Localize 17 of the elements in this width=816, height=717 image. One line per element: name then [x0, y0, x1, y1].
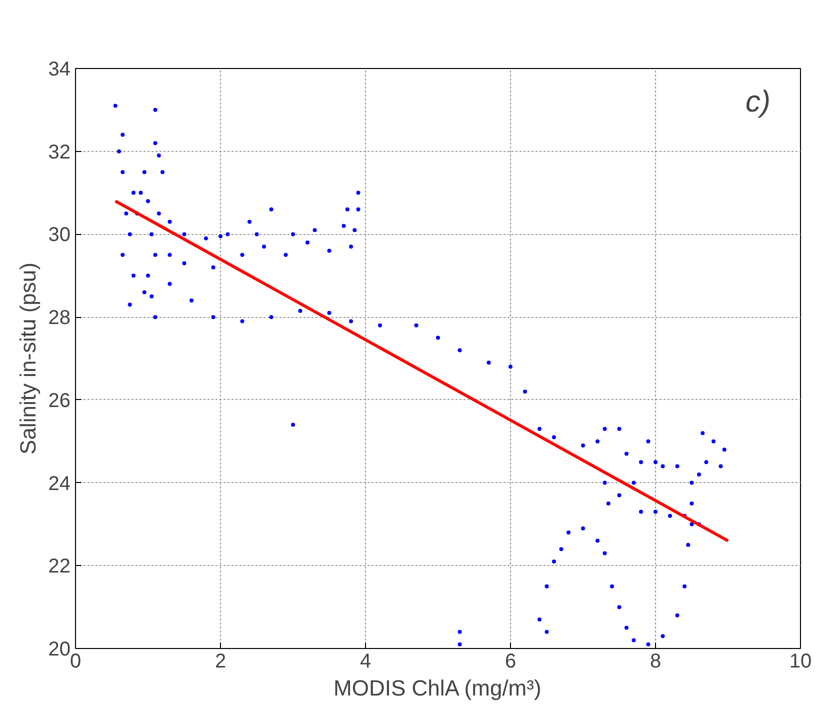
annotation: c) — [746, 86, 771, 118]
x-tick-label: 0 — [70, 650, 82, 672]
x-tick-label: 8 — [650, 650, 662, 672]
y-tick-label: 26 — [48, 390, 71, 412]
y-tick-label: 22 — [48, 556, 71, 578]
x-tick-label: 2 — [214, 650, 226, 672]
y-tick-label: 28 — [48, 307, 71, 330]
y-axis-title: Salinity in-situ (psu) — [15, 262, 40, 454]
x-tick-label: 10 — [789, 650, 812, 672]
x-axis-title: MODIS ChlA (mg/m³) — [334, 676, 542, 700]
y-tick-label: 20 — [48, 638, 71, 660]
y-tick-label: 34 — [48, 58, 71, 80]
x-tick-label: 6 — [504, 650, 516, 672]
y-tick-label: 24 — [48, 472, 71, 495]
y-tick-label: 30 — [48, 224, 71, 246]
x-tick-label: 4 — [360, 650, 372, 672]
y-tick-label: 32 — [48, 141, 71, 164]
